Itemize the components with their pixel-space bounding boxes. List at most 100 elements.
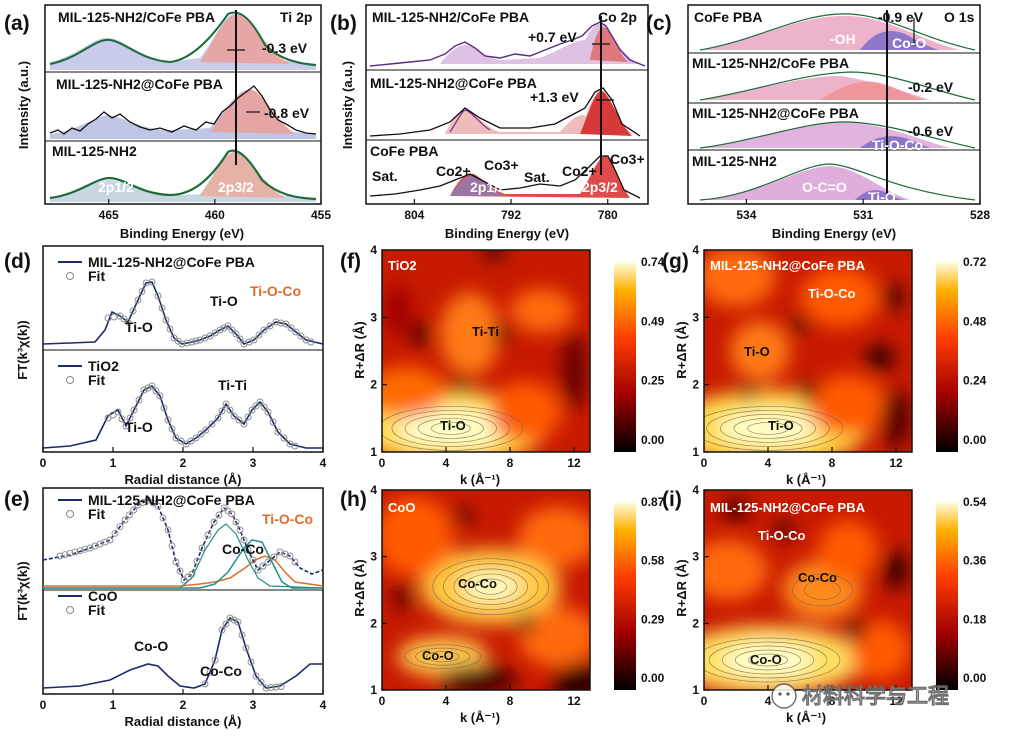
ytick-label: 2 bbox=[370, 378, 377, 392]
watermark-text: 材料科学与工程 bbox=[802, 684, 949, 708]
panel-b-sat-1: Sat. bbox=[372, 168, 398, 184]
panel-d-legend-4: Fit bbox=[88, 372, 105, 388]
wechat-icon bbox=[771, 683, 797, 709]
heatmap-blob bbox=[395, 408, 506, 449]
fit-point bbox=[242, 644, 250, 652]
xtick-label: 804 bbox=[404, 208, 424, 222]
fit-point bbox=[206, 668, 214, 676]
heatmap-blob bbox=[730, 321, 790, 381]
panel-d-label: (d) bbox=[4, 250, 31, 273]
fit-point bbox=[138, 288, 146, 295]
panel-b-series-2: MIL-125-NH2@CoFe PBA bbox=[370, 75, 537, 91]
fit-point bbox=[135, 396, 143, 404]
xtick-label: 12 bbox=[889, 456, 903, 470]
colorbar-tick: 0.00 bbox=[641, 433, 665, 447]
panel-c-coo: Co-O bbox=[892, 35, 926, 51]
panel-a-frame bbox=[44, 4, 322, 205]
panel-b-ylabel: Intensity (a.u.) bbox=[340, 61, 355, 149]
fit-point bbox=[76, 547, 84, 555]
panel-c-oh: -OH bbox=[830, 31, 856, 47]
panel-i-feature-1: Co-O bbox=[750, 652, 782, 667]
heatmap-blob bbox=[518, 606, 590, 667]
panel-b-co3-2: Co3+ bbox=[610, 151, 645, 167]
heatmap-blob bbox=[490, 381, 562, 442]
watermark: 材料科学与工程 bbox=[771, 683, 949, 709]
panel-b-shift-1: +0.7 eV bbox=[528, 29, 577, 45]
fit-point bbox=[230, 412, 238, 420]
panel-i-feature-2: Co-Co bbox=[798, 570, 837, 585]
fit-point bbox=[144, 496, 152, 504]
panel-e-annot-2: Ti-O-Co bbox=[262, 511, 313, 527]
fit-point bbox=[116, 523, 124, 531]
xtick-label: 8 bbox=[507, 456, 514, 470]
heatmap-blob bbox=[722, 498, 750, 522]
panel-g-label: (g) bbox=[662, 250, 689, 273]
fit-point bbox=[130, 506, 138, 514]
panel-d-annot-5: Ti-Ti bbox=[218, 377, 247, 393]
fit-point bbox=[144, 384, 152, 392]
fit-point bbox=[216, 326, 224, 334]
panel-d-legend-circle-2 bbox=[66, 376, 74, 384]
xtick-label: 792 bbox=[501, 208, 521, 222]
fit-point bbox=[183, 339, 191, 347]
heatmap-field bbox=[382, 250, 590, 452]
wechat-icon-eye bbox=[778, 692, 782, 696]
fit-point bbox=[197, 430, 205, 438]
panel-b: MIL-125-NH2/CoFe PBA Co 2p +0.7 eV MIL-1… bbox=[330, 4, 649, 241]
fit-point bbox=[272, 683, 280, 691]
panel-a-fill-1b bbox=[200, 14, 290, 64]
fit-point bbox=[218, 407, 226, 415]
fit-point bbox=[201, 680, 209, 688]
fit-point bbox=[257, 678, 265, 686]
fit-point bbox=[244, 413, 252, 421]
panel-e-annot-1: Co-Co bbox=[222, 541, 264, 557]
fit-point bbox=[198, 544, 206, 552]
panel-a-xticks: 465 460 455 bbox=[99, 199, 331, 222]
panel-b-xticks: 804 792 780 bbox=[404, 199, 618, 222]
fit-point bbox=[259, 562, 267, 570]
panel-e-legend-3: CoO bbox=[88, 588, 118, 604]
xtick-label: 0 bbox=[379, 456, 386, 470]
fit-point bbox=[208, 420, 216, 428]
panel-a-shift-1: -0.3 eV bbox=[262, 40, 308, 56]
xtick-label: 4 bbox=[320, 456, 327, 470]
panel-e-trace-1 bbox=[42, 499, 324, 582]
panel-g-xlabel: k (Å⁻¹) bbox=[786, 472, 826, 487]
fit-point bbox=[210, 518, 218, 526]
heatmap-blob bbox=[704, 540, 768, 600]
panel-c: CoFe PBA -0.9 eV O 1s -OH Co-O MIL-125-N… bbox=[646, 4, 990, 241]
xtick-label: 460 bbox=[205, 208, 225, 222]
contour bbox=[453, 568, 529, 605]
contour bbox=[404, 414, 497, 443]
panel-e-label: (e) bbox=[4, 488, 30, 511]
colorbar-tick: 0.00 bbox=[641, 671, 665, 685]
fit-point bbox=[111, 529, 119, 537]
panel-b-component-2: 2p3/2 bbox=[582, 179, 618, 195]
fit-point bbox=[272, 318, 280, 326]
panel-e-trace-2 bbox=[42, 616, 323, 689]
fit-point bbox=[291, 558, 299, 566]
panel-a-series-3: MIL-125-NH2 bbox=[52, 143, 137, 159]
contour bbox=[417, 418, 484, 439]
panel-d: MIL-125-NH2@CoFe PBA Fit TiO2 Fit Ti-O T… bbox=[4, 245, 327, 487]
contour bbox=[719, 414, 817, 443]
panel-a-trace-2 bbox=[49, 85, 317, 135]
panel-b-frame bbox=[365, 4, 649, 205]
heatmap-blob bbox=[517, 614, 535, 633]
fit-point bbox=[106, 536, 114, 544]
contour bbox=[734, 649, 802, 671]
fit-point bbox=[172, 434, 180, 442]
panel-h-feature-2: Co-O bbox=[422, 648, 454, 663]
panel-d-frame bbox=[42, 245, 324, 453]
contour bbox=[426, 651, 460, 663]
fit-point bbox=[266, 322, 274, 330]
fit-point bbox=[168, 542, 176, 550]
contour bbox=[464, 573, 518, 600]
panel-b-trace-1 bbox=[369, 21, 646, 67]
panel-c-shift-3: -0.6 eV bbox=[908, 123, 954, 139]
panel-h-ylabel: R+ΔR (Å) bbox=[352, 559, 367, 616]
panel-g: (g) MIL-125-NH2@CoFe PBA Ti-O-Co Ti-O Ti… bbox=[662, 243, 987, 487]
contour bbox=[804, 580, 841, 600]
xtick-label: 0 bbox=[379, 694, 386, 708]
fit-point bbox=[277, 319, 285, 327]
